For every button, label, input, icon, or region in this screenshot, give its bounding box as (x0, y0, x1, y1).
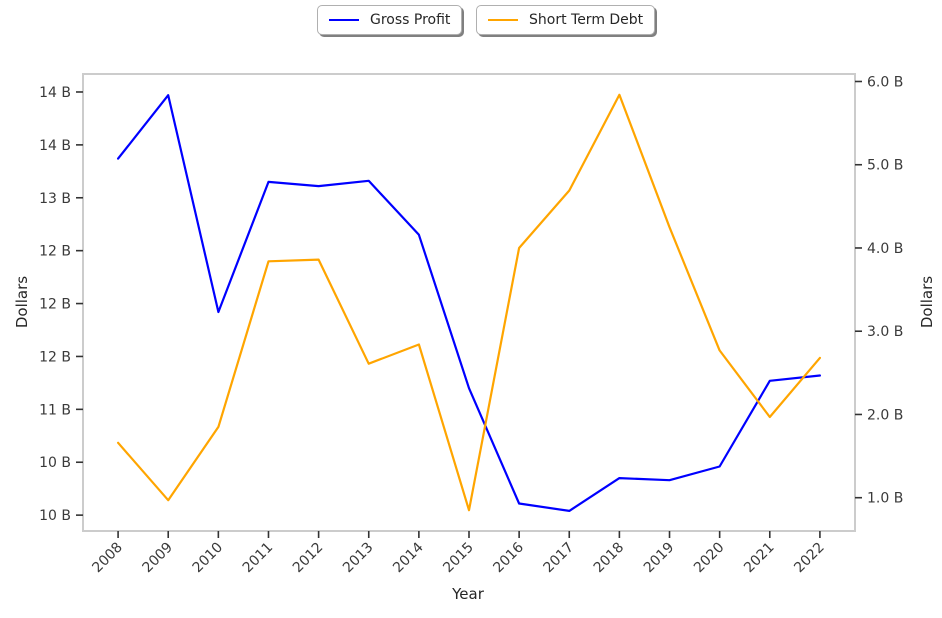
right-tick-label: 5.0 B (867, 158, 903, 174)
x-tick-label: 2008 (89, 540, 126, 577)
x-tick-label: 2020 (691, 540, 728, 577)
right-tick-label: 2.0 B (867, 407, 903, 423)
short-term-debt-line-swatch (488, 19, 518, 21)
left-tick-label: 14 B (39, 85, 71, 101)
legend-short-term-debt: Short Term Debt (476, 5, 656, 35)
legend-label-gross-profit: Gross Profit (370, 12, 451, 28)
x-tick-label: 2014 (390, 539, 427, 576)
legend-gross-profit: Gross Profit (317, 5, 463, 35)
series-line-gross-profit (116, 94, 822, 512)
right-tick-label: 3.0 B (867, 324, 903, 340)
x-tick-label: 2019 (641, 540, 678, 577)
left-tick-label: 12 B (39, 297, 71, 313)
x-tick-label: 2018 (591, 540, 628, 577)
x-tick-label: 2021 (741, 540, 778, 577)
x-tick-label: 2009 (140, 540, 177, 577)
series-line-short-term-debt (116, 93, 822, 512)
x-axis-title: Year (452, 585, 484, 603)
left-tick-label: 14 B (39, 138, 71, 154)
x-tick-label: 2022 (791, 540, 828, 577)
x-tick-label: 2011 (240, 540, 277, 577)
x-tick-label: 2017 (541, 540, 578, 577)
left-y-axis-title: Dollars (13, 275, 31, 329)
right-tick-label: 1.0 B (867, 491, 903, 507)
left-tick-label: 12 B (39, 244, 71, 260)
legend-label-short-term-debt: Short Term Debt (529, 12, 644, 28)
left-tick-label: 10 B (39, 455, 71, 471)
left-tick-label: 11 B (39, 402, 71, 418)
right-tick-label: 6.0 B (867, 74, 903, 90)
gross-profit-line-swatch (329, 19, 359, 21)
x-tick-label: 2016 (490, 539, 527, 576)
left-tick-label: 13 B (39, 191, 71, 207)
right-tick-label: 4.0 B (867, 241, 903, 257)
plot-area (82, 73, 856, 532)
right-y-axis-title: Dollars (918, 275, 936, 329)
left-tick-label: 12 B (39, 349, 71, 365)
left-tick-label: 10 B (39, 508, 71, 524)
x-tick-label: 2012 (290, 540, 327, 577)
x-tick-label: 2013 (340, 540, 377, 577)
x-tick-label: 2010 (190, 540, 227, 577)
x-tick-label: 2015 (440, 540, 477, 577)
